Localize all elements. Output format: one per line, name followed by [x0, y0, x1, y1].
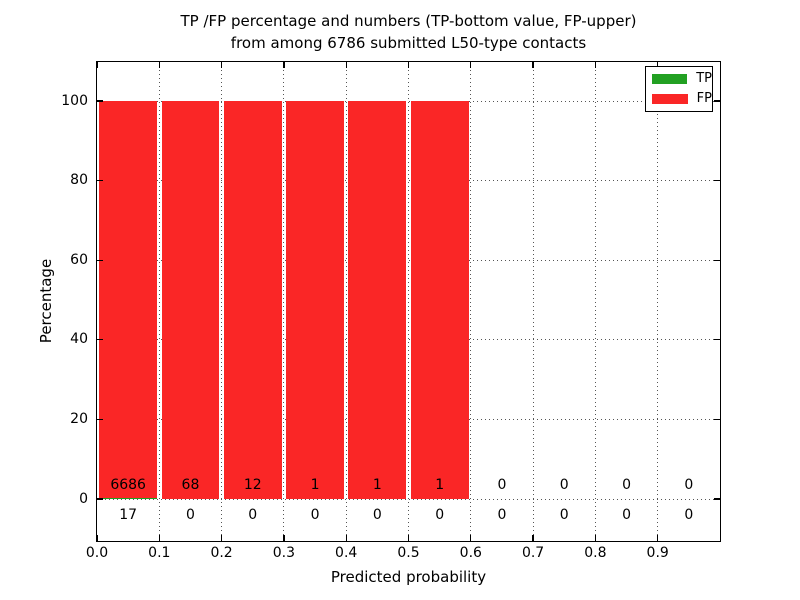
y-tick-mark-left — [97, 418, 103, 421]
x-tick-label: 0.0 — [85, 545, 109, 561]
x-tick-mark-bottom — [220, 535, 223, 541]
grid-line-v — [657, 62, 659, 541]
y-tick-label: 20 — [70, 410, 88, 427]
x-tick-label: 0.3 — [272, 545, 296, 561]
x-tick-mark-top — [220, 62, 223, 68]
y-tick-label: 0 — [79, 490, 88, 507]
y-tick-mark-left — [97, 100, 103, 102]
y-tick-mark-right — [714, 100, 720, 102]
legend-item-tp: TP — [646, 72, 712, 86]
tp-count-label: 17 — [119, 507, 138, 523]
grid-line-v — [532, 62, 534, 541]
x-tick-mark-top — [407, 62, 410, 68]
chart-title: TP /FP percentage and numbers (TP-bottom… — [97, 10, 720, 54]
chart-title-line2: from among 6786 submitted L50-type conta… — [230, 34, 587, 52]
bar-tp — [99, 498, 158, 499]
bar-fp — [223, 101, 282, 499]
grid-line-v — [158, 62, 160, 541]
y-tick-label: 100 — [61, 92, 88, 109]
x-tick-mark-bottom — [345, 535, 347, 541]
x-tick-mark-top — [345, 62, 347, 68]
tp-count-label: 0 — [622, 507, 631, 523]
y-tick-label: 40 — [70, 331, 88, 348]
grid-line-v — [408, 62, 409, 541]
fp-count-label: 0 — [684, 477, 694, 493]
tp-count-label: 0 — [497, 507, 507, 523]
fp-count-label: 6686 — [110, 477, 146, 493]
grid-line-v — [470, 62, 472, 541]
y-tick-mark-left — [97, 339, 103, 341]
fp-count-label: 68 — [181, 477, 200, 493]
x-tick-mark-bottom — [532, 535, 534, 541]
legend-label-fp: FP — [696, 90, 712, 106]
legend: TP FP — [645, 66, 713, 112]
y-tick-mark-left — [97, 498, 103, 500]
fp-count-label: 1 — [310, 477, 320, 493]
x-tick-mark-bottom — [594, 535, 597, 541]
x-tick-label: 0.4 — [335, 545, 358, 561]
grid-line-v — [594, 62, 596, 541]
x-tick-mark-bottom — [283, 535, 285, 541]
bar-fp — [286, 101, 344, 499]
x-tick-label: 0.1 — [148, 545, 171, 561]
grid-line-v — [345, 62, 347, 541]
x-tick-mark-bottom — [657, 535, 659, 541]
chart-title-line1: TP /FP percentage and numbers (TP-bottom… — [180, 12, 637, 30]
y-tick-mark-left — [97, 179, 103, 182]
fp-count-label: 1 — [372, 477, 382, 493]
x-tick-label: 0.9 — [646, 545, 669, 561]
y-tick-mark-right — [714, 498, 720, 500]
x-axis-label: Predicted probability — [330, 568, 487, 586]
tp-count-label: 0 — [435, 507, 445, 523]
tp-count-label: 0 — [310, 507, 320, 523]
fp-count-label: 0 — [559, 477, 569, 493]
y-tick-label: 60 — [70, 251, 88, 268]
tp-legend-swatch-icon — [652, 74, 688, 85]
legend-item-fp: FP — [646, 90, 712, 106]
y-tick-mark-right — [714, 259, 720, 261]
x-tick-label: 0.5 — [397, 545, 420, 561]
y-tick-label: 80 — [70, 172, 88, 189]
x-tick-mark-bottom — [96, 535, 98, 541]
x-tick-mark-top — [594, 62, 597, 68]
fp-count-label: 0 — [497, 477, 507, 493]
x-tick-label: 0.7 — [521, 545, 545, 561]
x-tick-label: 0.8 — [584, 545, 607, 561]
bar-fp — [410, 101, 469, 499]
x-tick-mark-top — [96, 62, 98, 68]
y-axis-label: Percentage — [37, 258, 55, 344]
bar-fp — [348, 101, 407, 499]
tp-count-label: 0 — [559, 507, 569, 523]
fp-legend-swatch-icon — [652, 93, 688, 104]
bar-fp — [99, 101, 158, 498]
x-tick-label: 0.6 — [459, 545, 482, 561]
grid-line-v — [221, 62, 223, 541]
tp-count-label: 0 — [185, 507, 195, 523]
legend-label-tp: TP — [696, 71, 712, 87]
x-tick-label: 0.2 — [210, 545, 233, 561]
x-tick-mark-bottom — [470, 535, 472, 541]
bar-fp — [161, 101, 220, 499]
y-tick-mark-right — [714, 179, 720, 182]
grid-line-v — [283, 62, 285, 541]
x-tick-mark-bottom — [158, 535, 160, 541]
y-tick-mark-left — [97, 259, 103, 261]
tp-count-label: 0 — [248, 507, 258, 523]
x-tick-mark-bottom — [407, 535, 410, 541]
x-tick-mark-top — [470, 62, 472, 68]
tp-count-label: 0 — [372, 507, 382, 523]
fp-count-label: 1 — [435, 477, 445, 493]
fp-count-label: 12 — [243, 477, 262, 493]
x-tick-mark-top — [657, 62, 659, 68]
y-tick-mark-right — [714, 418, 720, 421]
x-tick-mark-top — [283, 62, 285, 68]
fp-count-label: 0 — [622, 477, 631, 493]
y-tick-mark-right — [714, 339, 720, 341]
tp-count-label: 0 — [684, 507, 694, 523]
x-tick-mark-top — [158, 62, 160, 68]
x-tick-mark-top — [532, 62, 534, 68]
